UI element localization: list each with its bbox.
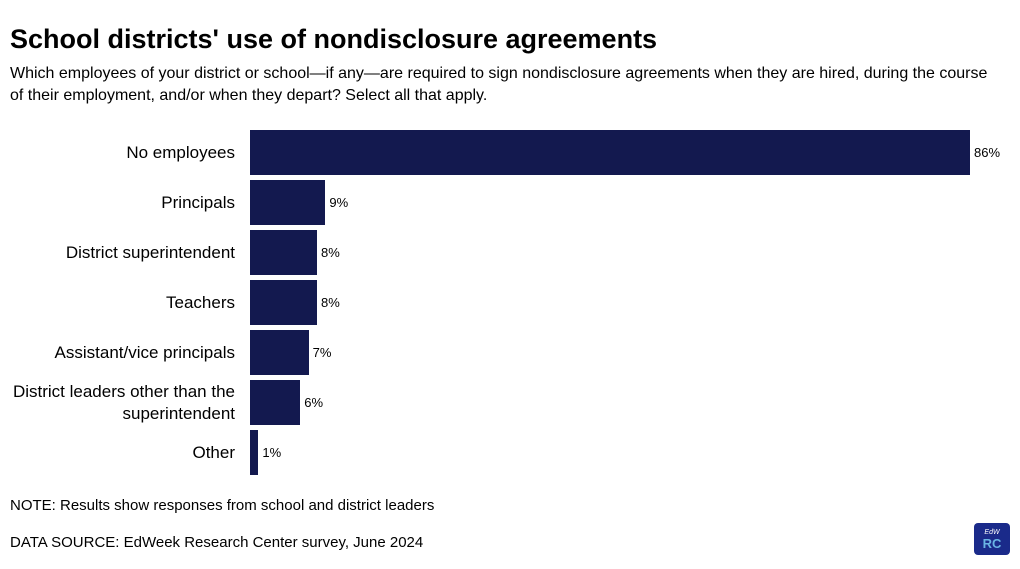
- bar-track: 86%: [250, 130, 1010, 175]
- bar-row: No employees 86%: [10, 130, 1010, 175]
- category-label: Principals: [10, 192, 250, 213]
- bar-value-label: 86%: [970, 145, 1000, 160]
- data-source-text: DATA SOURCE: EdWeek Research Center surv…: [10, 534, 1010, 551]
- category-label: No employees: [10, 142, 250, 163]
- bar: [250, 230, 317, 275]
- bar-value-label: 1%: [258, 445, 281, 460]
- bar-value-label: 6%: [300, 395, 323, 410]
- category-label: District superintendent: [10, 242, 250, 263]
- bar-row: Other 1%: [10, 430, 1010, 475]
- bar-track: 7%: [250, 330, 1010, 375]
- bar-track: 1%: [250, 430, 1010, 475]
- chart-title: School districts' use of nondisclosure a…: [10, 24, 1010, 55]
- source-logo: EdW RC: [974, 523, 1010, 555]
- bar: [250, 280, 317, 325]
- logo-top-text: EdW: [984, 529, 999, 536]
- bar-chart: No employees 86% Principals 9% District supe…: [10, 130, 1010, 475]
- bar-row: Teachers 8%: [10, 280, 1010, 325]
- bar-value-label: 9%: [325, 195, 348, 210]
- bar-value-label: 8%: [317, 295, 340, 310]
- bar: [250, 130, 970, 175]
- bar: [250, 380, 300, 425]
- bar-row: District superintendent 8%: [10, 230, 1010, 275]
- bar: [250, 330, 309, 375]
- bar-track: 8%: [250, 230, 1010, 275]
- bar-track: 6%: [250, 380, 1010, 425]
- bar-track: 9%: [250, 180, 1010, 225]
- bar-value-label: 8%: [317, 245, 340, 260]
- bar-value-label: 7%: [309, 345, 332, 360]
- category-label: Teachers: [10, 292, 250, 313]
- bar-row: District leaders other than the superint…: [10, 380, 1010, 425]
- bar: [250, 180, 325, 225]
- bar-row: Principals 9%: [10, 180, 1010, 225]
- logo-bottom-text: RC: [983, 537, 1002, 550]
- bar-track: 8%: [250, 280, 1010, 325]
- category-label: Other: [10, 442, 250, 463]
- category-label: District leaders other than the superint…: [10, 381, 250, 424]
- bar: [250, 430, 258, 475]
- chart-subtitle: Which employees of your district or scho…: [10, 63, 1000, 106]
- note-text: NOTE: Results show responses from school…: [10, 497, 1010, 514]
- category-label: Assistant/vice principals: [10, 342, 250, 363]
- bar-row: Assistant/vice principals 7%: [10, 330, 1010, 375]
